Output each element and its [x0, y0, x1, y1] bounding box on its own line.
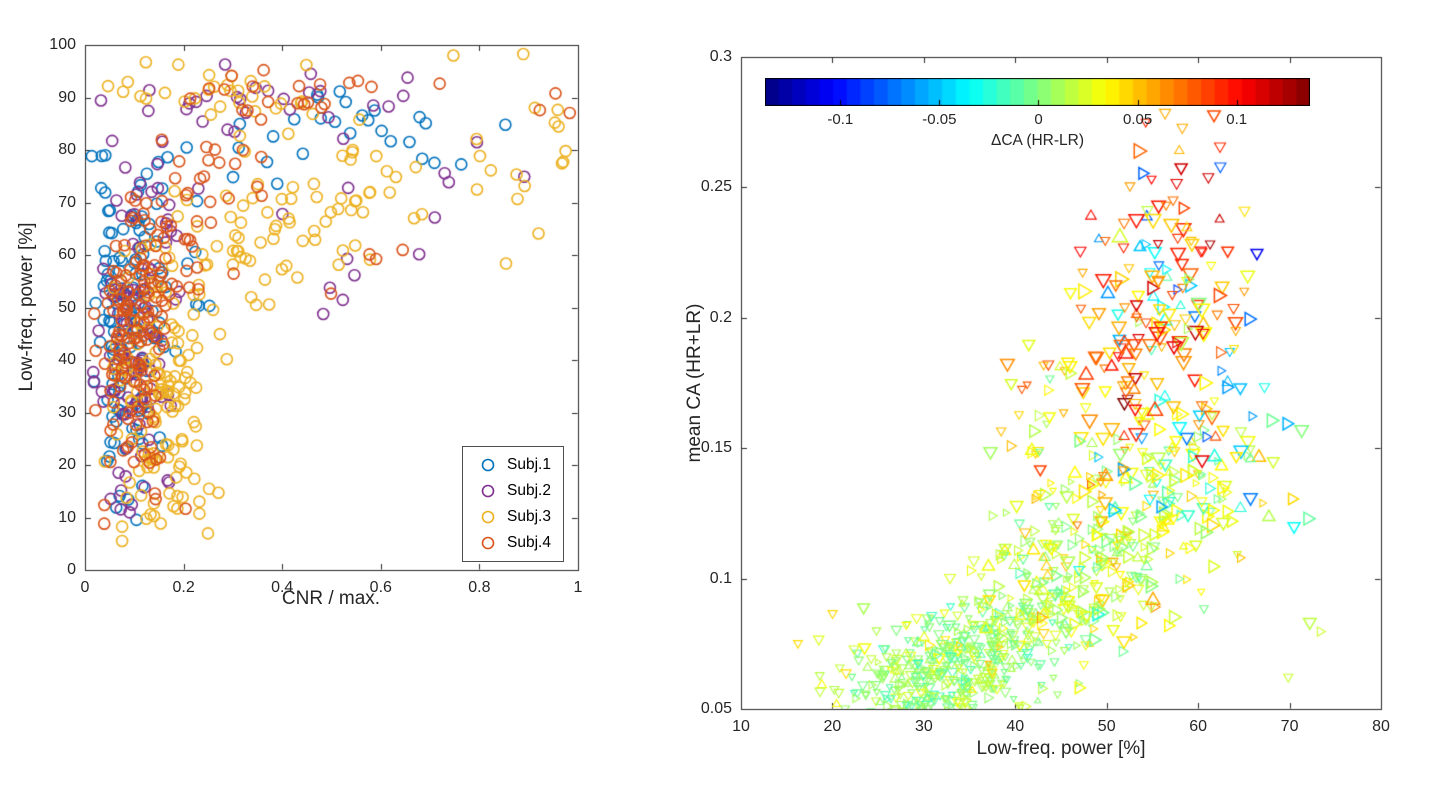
- x-tick-label: 0.2: [172, 579, 195, 596]
- colorbar-tick-label: -0.1: [827, 111, 854, 128]
- x-tick-label: 0.6: [369, 579, 392, 596]
- legend-marker-icon: [481, 536, 495, 550]
- right-scatter-plot: Low-freq. power [%] mean CA (HR+LR) ΔCA …: [650, 0, 1432, 791]
- y-tick-label: 100: [49, 36, 76, 53]
- x-tick-label: 10: [732, 718, 750, 735]
- y-tick-label: 0.2: [709, 308, 732, 326]
- y-tick-label: 90: [58, 88, 76, 106]
- x-tick-label: 70: [1280, 718, 1299, 735]
- y-tick-label: 10: [58, 508, 76, 526]
- y-tick-label: 0.1: [709, 569, 732, 587]
- colorbar-tick-label: 0: [1034, 111, 1043, 128]
- x-tick-label: 0.4: [271, 579, 294, 596]
- legend: Subj.1 Subj.2 Subj.3 Subj.4: [462, 446, 564, 562]
- x-tick-label: 0: [80, 579, 90, 596]
- y-tick-label: 0.3: [709, 48, 732, 65]
- colorbar-tick-label: 0.05: [1122, 111, 1153, 128]
- colorbar-tick-label: 0.1: [1226, 111, 1248, 128]
- legend-marker-icon: [481, 510, 495, 524]
- right-xlabel: Low-freq. power [%]: [976, 738, 1146, 759]
- legend-item-label: Subj.4: [507, 534, 551, 551]
- y-tick-label: 0.25: [700, 178, 732, 196]
- legend-item: Subj.3: [467, 504, 559, 530]
- right-plot-canvas: [650, 0, 1432, 791]
- x-tick-label: 1: [573, 579, 583, 596]
- colorbar: [765, 78, 1310, 106]
- x-tick-label: 0.8: [468, 579, 491, 596]
- x-tick-label: 50: [1097, 718, 1116, 735]
- x-tick-label: 20: [823, 718, 842, 735]
- x-tick-label: 80: [1372, 718, 1390, 735]
- y-tick-label: 0.05: [700, 700, 732, 717]
- left-scatter-plot: CNR / max. Low-freq. power [%] Subj.1 Sub…: [0, 0, 650, 791]
- left-xlabel: CNR / max.: [281, 588, 381, 609]
- y-tick-label: 20: [58, 456, 76, 473]
- legend-item: Subj.4: [467, 530, 559, 556]
- y-tick-label: 50: [58, 298, 76, 316]
- legend-item: Subj.2: [467, 478, 559, 504]
- x-tick-label: 40: [1006, 718, 1025, 735]
- legend-item-label: Subj.3: [507, 508, 551, 525]
- legend-item: Subj.1: [467, 452, 559, 478]
- legend-marker-icon: [481, 484, 495, 498]
- y-tick-label: 0: [67, 561, 76, 578]
- legend-marker-icon: [481, 458, 495, 472]
- y-tick-label: 60: [58, 246, 76, 263]
- y-tick-label: 80: [58, 141, 76, 158]
- left-ylabel: Low-freq. power [%]: [16, 222, 37, 392]
- y-tick-label: 70: [58, 193, 76, 211]
- y-tick-label: 0.15: [700, 439, 732, 457]
- legend-item-label: Subj.2: [507, 482, 551, 499]
- left-plot-canvas: [0, 0, 650, 791]
- y-tick-label: 30: [58, 403, 76, 421]
- colorbar-tick-label: -0.05: [922, 111, 957, 128]
- colorbar-label: ΔCA (HR-LR): [990, 132, 1085, 149]
- x-tick-label: 30: [914, 718, 933, 735]
- legend-item-label: Subj.1: [507, 456, 551, 473]
- y-tick-label: 40: [58, 351, 76, 368]
- x-tick-label: 60: [1189, 718, 1208, 735]
